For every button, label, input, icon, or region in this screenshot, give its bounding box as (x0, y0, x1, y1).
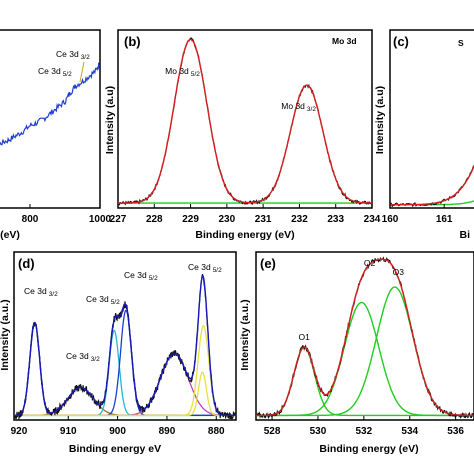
annotation-mo3d52-sub: 5/2 (191, 71, 200, 78)
annotation-leader (80, 62, 84, 82)
x-axis-label: Binding energy (eV) (195, 229, 294, 241)
data-line (14, 274, 236, 419)
panel-3: 920 910 900 890 880 Binding energy eV Intensit… (0, 252, 236, 455)
survey-spectrum-line (0, 63, 100, 163)
annotation-ce3d52-a-sub: 5/2 (111, 299, 120, 306)
annotation-ce3d52-c-sub: 5/2 (213, 267, 222, 274)
annotation-ce3d52-c: Ce 3d 5/2 (188, 262, 222, 274)
annotation-ce3d52-main: Ce 3d (38, 66, 61, 76)
x-tick-label: 231 (255, 214, 272, 225)
x-tick-label: 233 (327, 214, 344, 225)
annotation-ce3d52-c-main: Ce 3d (188, 262, 211, 272)
annotation-ce3d32-b: Ce 3d 3/2 (66, 351, 100, 363)
corner-label: Mo 3d (332, 36, 357, 46)
x-tick-label: 232 (291, 214, 308, 225)
annotation-mo3d32-sub: 3/2 (307, 106, 316, 113)
annotation-ce3d52-b-main: Ce 3d (124, 270, 147, 280)
component-line (14, 326, 236, 416)
annotation-ce3d52-a: Ce 3d 5/2 (86, 294, 120, 306)
annotation-ce3d32-a: Ce 3d 3/2 (24, 286, 58, 298)
plot-frame (390, 30, 474, 208)
x-tick-label: 229 (182, 214, 199, 225)
x-tick-label: 234 (364, 214, 381, 225)
annotation-ce3d52-a-main: Ce 3d (86, 294, 109, 304)
x-tick-label: 890 (159, 426, 176, 437)
annotation-mo3d32-main: Mo 3d (281, 101, 305, 111)
x-tick-label: 228 (146, 214, 163, 225)
y-axis-label: Intensity (a.u.) (0, 299, 11, 370)
component-line (390, 162, 474, 205)
annotation-ce3d52-b: Ce 3d 5/2 (124, 270, 158, 282)
annotation-o2: O2 (364, 258, 376, 268)
annotation-ce3d32-a-sub: 3/2 (49, 291, 58, 298)
x-tick-label: 160 (382, 214, 399, 225)
corner-label: S (458, 38, 464, 48)
annotation-ce3d52-b-sub: 5/2 (149, 275, 158, 282)
y-axis-label: Intensity (a.u) (374, 86, 386, 154)
component-line (256, 287, 474, 415)
panel-2: 160 161 Bi Intensity (a.u) (c) S (374, 16, 474, 241)
x-tick-label: 227 (110, 214, 127, 225)
panel-label: (c) (393, 34, 409, 49)
x-tick-label: 532 (356, 426, 373, 437)
x-tick-label: 534 (401, 426, 418, 437)
annotation-ce3d32: Ce 3d 3/2 (56, 49, 90, 61)
panel-0: 800 1000(eV)Ce 3d 3/2Ce 3d 5/2 (0, 30, 112, 241)
annotation-ce3d32-main: Ce 3d (56, 49, 79, 59)
annotation-ce3d32-b-main: Ce 3d (66, 351, 89, 361)
x-tick-label: 880 (208, 426, 225, 437)
x-tick-label: 528 (264, 426, 281, 437)
annotation-ce3d32-a-main: Ce 3d (24, 286, 47, 296)
x-axis-label: (eV) (0, 229, 20, 241)
x-axis-label: Bi (460, 229, 471, 241)
panel-1: 227 228 229 230 231 232 233 234 Binding energy (… (104, 30, 381, 241)
fit-line (14, 276, 236, 416)
annotation-mo3d52-main: Mo 3d (165, 66, 189, 76)
panel-label: (e) (260, 256, 276, 271)
panel-label: (b) (124, 34, 141, 49)
y-axis-label: Intensity (a.u) (104, 86, 116, 154)
x-tick-label: 536 (447, 426, 464, 437)
component-line (256, 303, 474, 416)
fit-line (256, 259, 474, 415)
annotation-mo3d32: Mo 3d 3/2 (281, 101, 316, 113)
annotation-o3: O3 (393, 267, 405, 277)
panel-label: (d) (18, 256, 35, 271)
x-tick-label: 530 (310, 426, 327, 437)
x-tick-label: 800 (22, 214, 39, 225)
annotation-ce3d52: Ce 3d 5/2 (38, 66, 72, 78)
annotation-ce3d32-sub: 3/2 (81, 54, 90, 61)
x-axis-label: Binding energy eV (69, 443, 161, 455)
panel-4: 528 530 532 534 536 Binding energy (eV) Intens… (239, 252, 474, 455)
y-axis-label: Intensity (a.u.) (239, 299, 251, 370)
component-line (14, 323, 236, 416)
x-tick-label: 900 (109, 426, 126, 437)
annotation-ce3d32-b-sub: 3/2 (91, 356, 100, 363)
plot-frame (118, 30, 372, 208)
annotation-ce3d52-sub: 5/2 (63, 71, 72, 78)
x-tick-label: 1000 (89, 214, 112, 225)
x-tick-label: 230 (219, 214, 236, 225)
x-axis-label: Binding energy (eV) (319, 443, 418, 455)
annotation-mo3d52: Mo 3d 5/2 (165, 66, 200, 78)
data-line (118, 38, 372, 205)
x-tick-label: 910 (60, 426, 77, 437)
fit-line (118, 39, 372, 203)
x-tick-label: 161 (436, 214, 453, 225)
x-tick-label: 920 (11, 426, 28, 437)
annotation-o1: O1 (299, 332, 311, 342)
